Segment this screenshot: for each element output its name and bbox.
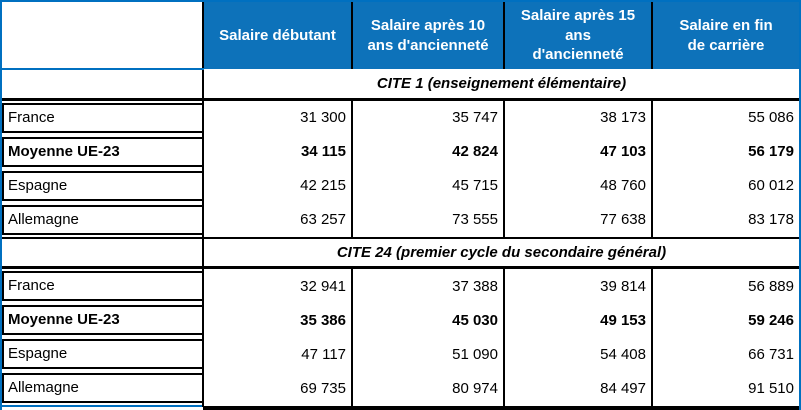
cell-value: 45 030 <box>352 303 505 337</box>
cell-value: 51 090 <box>352 337 505 371</box>
cell-value: 83 178 <box>652 202 799 238</box>
cell-value: 32 941 <box>203 267 353 303</box>
row-label-allemagne: Allemagne <box>2 373 202 403</box>
cell-value: 34 115 <box>203 134 353 169</box>
table-row-france-cite1: France 31 300 35 747 38 173 55 086 <box>2 99 799 135</box>
table-row-france-cite24: France 32 941 37 388 39 814 56 889 <box>2 267 799 303</box>
row-label-cell: Allemagne <box>2 371 204 406</box>
cell-value: 35 386 <box>203 303 353 337</box>
cell-value: 73 555 <box>352 202 505 238</box>
column-header-salary-15-years: Salaire après 15 ans d'ancienneté <box>503 2 652 69</box>
row-label-cell: France <box>2 99 204 135</box>
section-header-cite24: CITE 24 (premier cycle du secondaire gén… <box>2 236 799 269</box>
cell-value: 63 257 <box>203 202 353 238</box>
cell-value: 48 760 <box>504 168 653 203</box>
row-label-espagne: Espagne <box>2 170 202 201</box>
cell-value: 39 814 <box>504 267 653 303</box>
cell-value: 35 747 <box>352 99 505 135</box>
row-label-cell: France <box>2 267 204 303</box>
table-bottom-edge <box>2 405 799 410</box>
table-row-espagne-cite24: Espagne 47 117 51 090 54 408 66 731 <box>2 337 799 371</box>
table-row-moyenne-ue23-cite24: Moyenne UE-23 35 386 45 030 49 153 59 24… <box>2 303 799 337</box>
cell-value: 55 086 <box>652 99 799 135</box>
cell-value: 80 974 <box>352 371 505 406</box>
cell-value: 47 117 <box>203 337 353 371</box>
cell-value: 59 246 <box>652 303 799 337</box>
section-title-cite24: CITE 24 (premier cycle du secondaire gén… <box>203 236 799 269</box>
table-row-espagne-cite1: Espagne 42 215 45 715 48 760 60 012 <box>2 168 799 203</box>
cell-value: 91 510 <box>652 371 799 406</box>
column-header-salary-10-years: Salaire après 10 ans d'ancienneté <box>351 2 504 69</box>
row-label-france: France <box>2 102 202 133</box>
section-left-spacer <box>2 236 204 269</box>
cell-value: 45 715 <box>352 168 505 203</box>
cell-value: 37 388 <box>352 267 505 303</box>
cell-value: 56 179 <box>652 134 799 169</box>
row-label-cell: Espagne <box>2 337 204 371</box>
row-label-moyenne-ue23: Moyenne UE-23 <box>2 136 202 167</box>
cell-value: 31 300 <box>203 99 353 135</box>
row-label-cell: Moyenne UE-23 <box>2 303 204 337</box>
section-left-spacer <box>2 69 204 101</box>
cell-value: 54 408 <box>504 337 653 371</box>
cell-value: 42 215 <box>203 168 353 203</box>
cell-value: 56 889 <box>652 267 799 303</box>
table-row-allemagne-cite24: Allemagne 69 735 80 974 84 497 91 510 <box>2 371 799 406</box>
cell-value: 38 173 <box>504 99 653 135</box>
row-label-cell: Espagne <box>2 168 204 203</box>
row-label-cell: Allemagne <box>2 202 204 238</box>
row-label-espagne: Espagne <box>2 339 202 369</box>
cell-value: 69 735 <box>203 371 353 406</box>
row-label-moyenne-ue23: Moyenne UE-23 <box>2 305 202 335</box>
row-label-france: France <box>2 271 202 301</box>
table-row-moyenne-ue23-cite1: Moyenne UE-23 34 115 42 824 47 103 56 17… <box>2 134 799 169</box>
table-header-row: Salaire débutant Salaire après 10 ans d'… <box>2 2 799 70</box>
table-row-allemagne-cite1: Allemagne 63 257 73 555 77 638 83 178 <box>2 202 799 238</box>
row-label-allemagne: Allemagne <box>2 204 202 235</box>
bottom-edge-left <box>2 405 203 410</box>
cell-value: 77 638 <box>504 202 653 238</box>
row-label-cell: Moyenne UE-23 <box>2 134 204 169</box>
cell-value: 47 103 <box>504 134 653 169</box>
cell-value: 66 731 <box>652 337 799 371</box>
section-header-cite1: CITE 1 (enseignement élémentaire) <box>2 69 799 101</box>
cell-value: 84 497 <box>504 371 653 406</box>
cell-value: 49 153 <box>504 303 653 337</box>
cell-value: 60 012 <box>652 168 799 203</box>
column-header-end-career-salary: Salaire en fin de carrière <box>651 2 799 69</box>
column-header-starting-salary: Salaire débutant <box>203 2 352 69</box>
cell-value: 42 824 <box>352 134 505 169</box>
corner-empty-cell <box>2 2 204 70</box>
bottom-edge-bar <box>203 406 799 410</box>
section-title-cite1: CITE 1 (enseignement élémentaire) <box>203 69 799 101</box>
